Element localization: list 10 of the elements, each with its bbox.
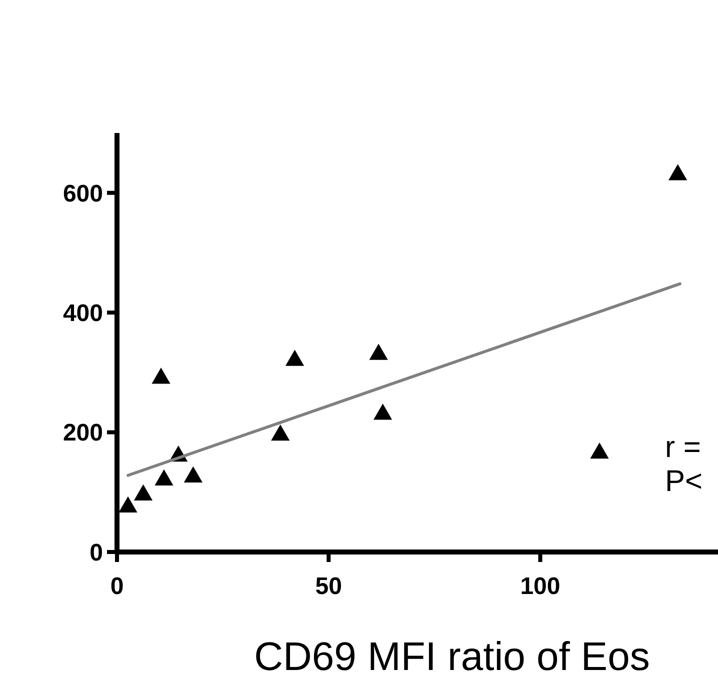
annotation: P< [665, 465, 703, 498]
annotation: r = [665, 431, 701, 464]
x-tick-label: 50 [315, 573, 342, 600]
y-tick-label: 0 [90, 539, 103, 566]
x-tick-label: 100 [520, 573, 560, 600]
y-tick-label: 200 [62, 420, 103, 447]
y-tick-label: 600 [62, 180, 103, 208]
x-tick-label: 0 [110, 573, 124, 600]
y-tick-label: 400 [62, 300, 103, 327]
x-axis-title: CD69 MFI ratio of Eos [254, 635, 650, 679]
